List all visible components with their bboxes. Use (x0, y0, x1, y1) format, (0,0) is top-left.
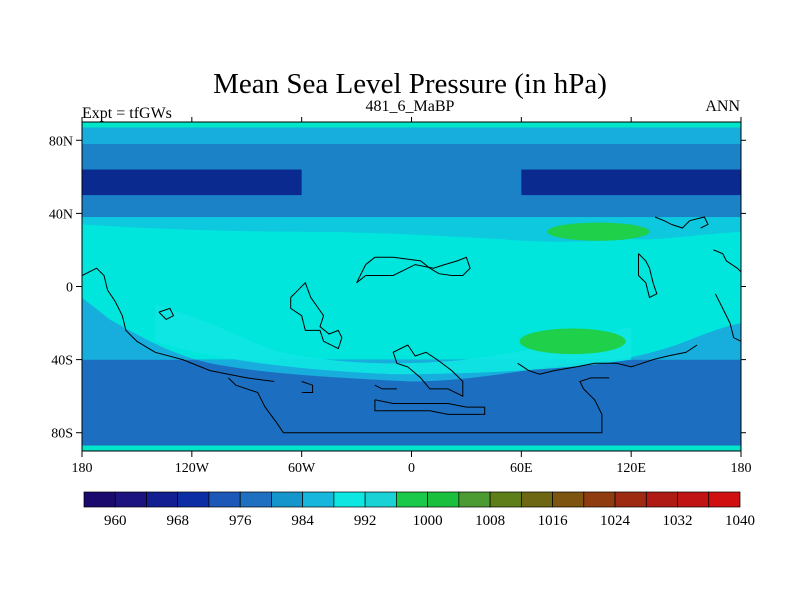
colorbar-label-5: 1000 (413, 513, 443, 529)
colorbar-bin-5 (239, 491, 272, 508)
colorbar-bin-8 (333, 491, 366, 508)
colorbar-bin-9 (364, 491, 397, 508)
colorbar-bin-17 (614, 491, 647, 508)
coastline-8 (374, 384, 397, 390)
colorbar-bin-19 (677, 491, 710, 508)
coastlines (82, 216, 741, 434)
coastline-4 (392, 344, 464, 398)
coastline-11 (638, 253, 658, 299)
colorbar-bin-15 (552, 491, 585, 508)
colorbar-label-3: 984 (291, 513, 314, 529)
colorbar-bin-11 (427, 491, 460, 508)
coastline-6 (228, 377, 610, 434)
coastline-3 (82, 267, 275, 382)
y-tick-label-0: 80N (49, 134, 73, 149)
x-tick-label-5: 120E (616, 461, 646, 476)
coastline-7 (301, 381, 314, 393)
colorbar-label-10: 1040 (725, 513, 755, 529)
coastline-10 (654, 216, 709, 229)
x-tick-label-4: 60E (510, 461, 533, 476)
colorbar-label-2: 976 (229, 513, 252, 529)
colorbar-bin-0 (83, 491, 116, 508)
y-tick-label-2: 0 (66, 281, 73, 296)
colorbar-bin-13 (489, 491, 522, 508)
colorbar-bin-20 (708, 491, 741, 508)
colorbar-bin-12 (458, 491, 491, 508)
colorbar-bin-10 (396, 491, 428, 508)
colorbar-label-9: 1032 (663, 513, 693, 529)
coastline-13 (714, 293, 741, 342)
colorbar-label-8: 1024 (600, 513, 631, 529)
high-north-pacific-high (546, 222, 650, 241)
y-tick-label-4: 80S (51, 427, 73, 442)
pressure-region-polar-south-band (82, 445, 741, 451)
south-light-tongue (155, 304, 632, 375)
colorbar-bin-2 (146, 491, 179, 508)
colorbar-bin-3 (177, 491, 210, 508)
coastline-12 (713, 249, 741, 273)
colorbar: 960 968 976 984 992 1000 1008 1016 1024 1032 1040 (83, 491, 755, 529)
x-tick-label-2: 60W (288, 461, 316, 476)
coastline-5 (517, 344, 698, 375)
colorbar-bin-6 (271, 491, 304, 508)
colorbar-bin-18 (645, 491, 678, 508)
pressure-region-polar-north-band (82, 122, 741, 128)
map-field (82, 122, 741, 451)
pressure-region-aleutian-low-core (82, 169, 302, 196)
map-axes: 180 120W 60W 0 60E 120E 180 80N 40N 0 40S 80S (49, 117, 752, 476)
colorbar-bin-7 (302, 491, 335, 508)
coastline-14 (158, 307, 175, 321)
x-tick-label-1: 120W (175, 461, 210, 476)
colorbar-label-4: 992 (354, 513, 377, 529)
chart-title: Mean Sea Level Pressure (in hPa) (213, 68, 607, 100)
colorbar-bin-4 (208, 491, 241, 508)
pressure-region-icelandic-low-core (521, 169, 741, 196)
colorbar-label-7: 1016 (538, 513, 569, 529)
x-tick-label-6: 180 (731, 461, 752, 476)
coastline-2 (290, 281, 343, 350)
colorbar-bin-16 (583, 491, 616, 508)
pressure-region-arctic-mid (82, 127, 741, 144)
y-tick-label-1: 40N (49, 207, 73, 222)
coastline-9 (374, 399, 486, 415)
colorbar-label-0: 960 (104, 513, 127, 529)
colorbar-label-1: 968 (166, 513, 189, 529)
colorbar-bin-14 (520, 491, 553, 508)
x-tick-label-0: 180 (72, 461, 93, 476)
colorbar-label-6: 1008 (475, 513, 505, 529)
x-tick-label-3: 0 (408, 461, 415, 476)
colorbar-bin-1 (114, 491, 147, 508)
subtitle-left: Expt = tfGWs (82, 105, 172, 122)
subtitle-center: 481_6_MaBP (366, 98, 455, 115)
subtitle-right: ANN (705, 98, 740, 115)
coastline-1 (356, 256, 471, 284)
high-south-indian-high (519, 328, 626, 355)
y-tick-label-3: 40S (51, 354, 73, 369)
